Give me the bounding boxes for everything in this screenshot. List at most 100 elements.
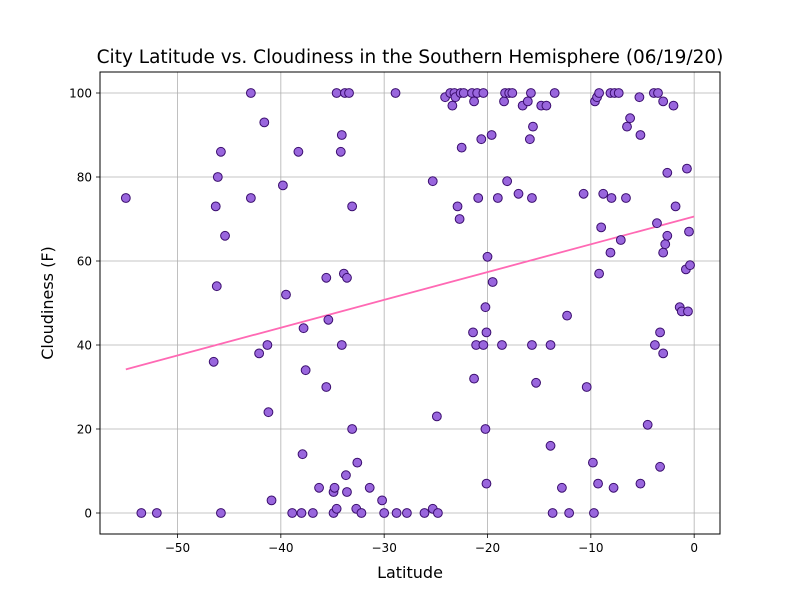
scatter-point [480, 424, 491, 434]
scatter-point [391, 508, 402, 518]
scatter-point [456, 142, 467, 153]
scatter-point [527, 340, 537, 350]
scatter-point [336, 130, 347, 140]
scatter-point [300, 365, 311, 376]
scatter-point [578, 188, 589, 199]
scatter-point [431, 411, 442, 422]
scatter-point [281, 289, 291, 300]
scatter-point [266, 495, 277, 506]
scatter-point [557, 482, 567, 493]
scatter-point [547, 508, 558, 518]
scatter-point [433, 508, 443, 518]
y-tick-label: 60 [77, 255, 92, 269]
scatter-point [220, 230, 230, 241]
scatter-point [531, 377, 541, 388]
scatter-point [497, 340, 507, 350]
scatter-point [245, 193, 256, 203]
scatter-point [594, 268, 604, 279]
scatter-point [621, 193, 631, 203]
scatter-point [262, 340, 273, 350]
scatter-point [588, 457, 598, 468]
scatter-point [482, 251, 493, 262]
scatter-point [481, 327, 492, 338]
scatter-point [321, 272, 332, 283]
y-axis-label: Cloudiness (F) [38, 246, 57, 360]
scatter-point [352, 457, 363, 468]
scatter-point [447, 100, 458, 111]
scatter-point [562, 310, 572, 321]
scatter-point [331, 88, 342, 98]
scatter-point [307, 508, 318, 518]
scatter-point [502, 176, 513, 187]
regression-layer [125, 215, 695, 371]
scatter-point [211, 281, 222, 292]
scatter-point [323, 314, 334, 325]
scatter-point [660, 239, 671, 250]
scatter-point [613, 88, 624, 98]
scatter-point [650, 340, 660, 350]
scatter-point [478, 340, 489, 350]
scatter-point [507, 88, 518, 98]
scatter-point [469, 373, 479, 384]
scatter-point [212, 172, 223, 182]
scatter-point [151, 508, 162, 518]
scatter-point [655, 461, 665, 472]
scatter-point [329, 482, 340, 493]
x-tick-label: −40 [268, 541, 293, 555]
y-tick-label: 20 [77, 423, 92, 437]
scatter-point [287, 508, 298, 518]
scatter-point [478, 88, 489, 98]
scatter-point [364, 482, 375, 493]
scatter-point [452, 201, 463, 212]
scatter-point [480, 302, 491, 313]
scatter-point [541, 100, 552, 111]
scatter-point [469, 96, 479, 107]
scatter-point [336, 340, 347, 350]
scatter-point [454, 214, 465, 224]
scatter-point [655, 327, 665, 338]
y-tick-label: 0 [84, 507, 92, 521]
scatter-point [335, 146, 346, 157]
scatter-point [526, 88, 536, 98]
scatter-point [476, 134, 487, 145]
x-tick-label: −10 [578, 541, 603, 555]
y-tick-label: 40 [77, 339, 92, 353]
scatter-point [245, 88, 256, 98]
scatter-point [622, 121, 632, 132]
scatter-point [259, 117, 270, 128]
scatter-point [314, 482, 324, 493]
scatter-point [634, 92, 645, 103]
scatter-point [331, 503, 342, 514]
scatter-point [653, 88, 663, 98]
scatter-point [668, 100, 679, 111]
scatter-point [427, 176, 438, 187]
scatter-point [136, 508, 147, 518]
x-tick-label: 0 [690, 541, 698, 555]
scatter-point [263, 407, 274, 418]
scatter-point [594, 88, 604, 98]
scatter-point [356, 508, 367, 518]
scatter-point [347, 201, 358, 212]
x-tick-label: −50 [165, 541, 190, 555]
scatter-point [581, 382, 592, 392]
scatter-point [605, 247, 616, 258]
x-axis-label: Latitude [377, 563, 443, 582]
scatter-point [527, 193, 537, 203]
scatter-point [545, 340, 556, 350]
scatter-point [658, 348, 669, 359]
scatter-point [524, 134, 535, 145]
scatter-point [379, 508, 390, 518]
scatter-point [635, 478, 646, 489]
y-tick-label: 100 [69, 87, 92, 101]
scatter-point [652, 218, 662, 229]
scatter-point [342, 272, 352, 283]
scatter-point [642, 419, 653, 430]
scatter-point [473, 193, 484, 203]
y-tick-label: 80 [77, 171, 92, 185]
scatter-point [486, 130, 497, 140]
scatter-point [298, 323, 309, 334]
scatter-point [296, 508, 307, 518]
scatter-point [347, 424, 358, 434]
scatter-point [487, 277, 498, 287]
